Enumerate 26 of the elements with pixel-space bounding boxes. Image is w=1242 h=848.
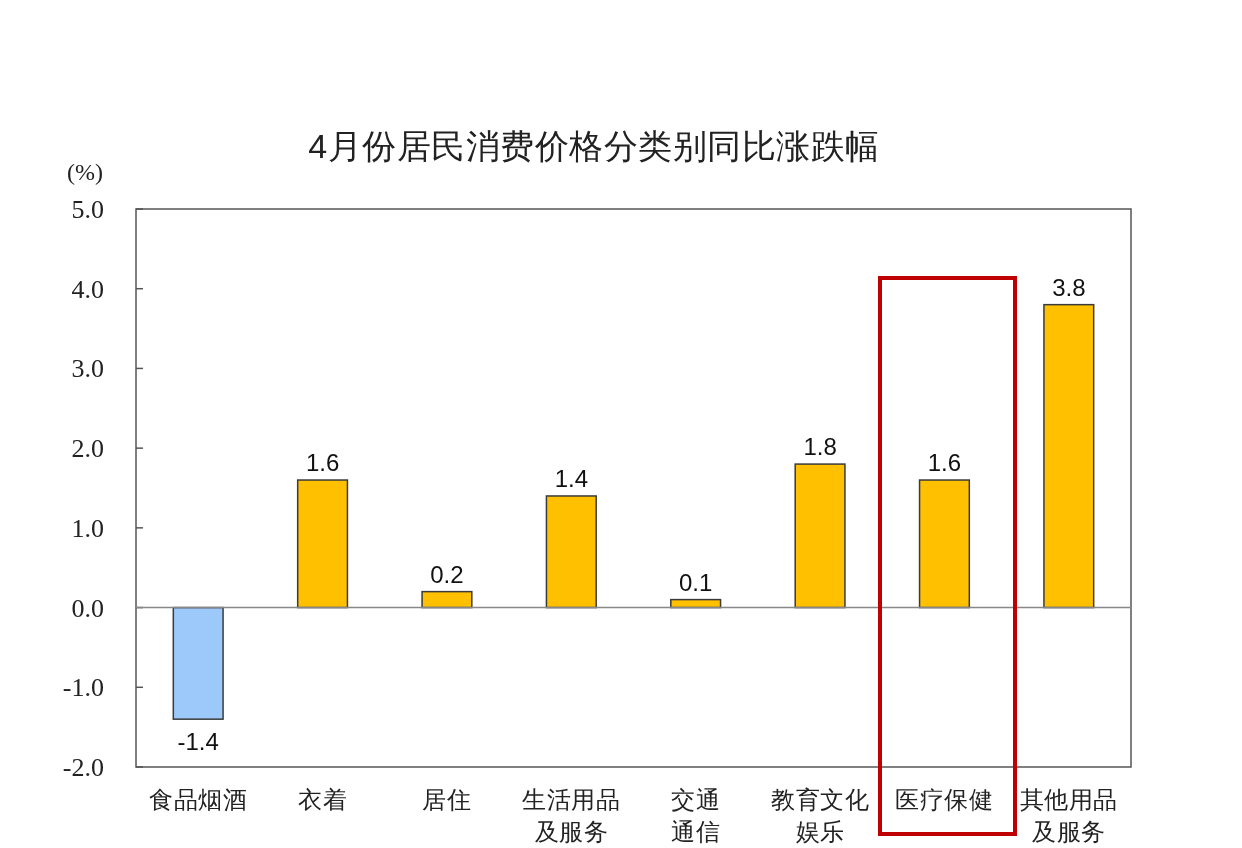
ytick-label: 5.0 <box>71 195 104 224</box>
data-label: -1.4 <box>177 728 219 756</box>
ytick-label: 2.0 <box>71 434 104 464</box>
xtick-label: 医疗保健 <box>895 786 994 813</box>
ylabel: (%) <box>67 159 103 185</box>
xtick-label: 食品烟酒 <box>149 786 248 813</box>
data-label: 3.8 <box>1052 273 1086 301</box>
xtick-label: 其他用品及服务 <box>1019 786 1118 845</box>
ytick-label: -1.0 <box>62 673 104 703</box>
title: 4月份居民消费价格分类别同比涨跌幅 <box>308 127 880 165</box>
ytick-label: 1.0 <box>71 513 104 543</box>
xtick-label: 教育文化娱乐 <box>771 786 870 845</box>
data-label: 0.2 <box>430 560 464 588</box>
xtick-label: 生活用品及服务 <box>522 786 621 845</box>
data-label: 0.1 <box>679 568 713 596</box>
data-label: 1.8 <box>803 433 837 461</box>
xtick-label: 居住 <box>422 786 472 813</box>
ytick-label: -2.0 <box>62 753 104 782</box>
ytick-label: 4.0 <box>71 274 104 304</box>
data-label: 1.6 <box>927 449 962 477</box>
xtick-label: 交通通信 <box>671 786 721 845</box>
ytick-label: 0.0 <box>71 593 104 623</box>
ytick-label: 3.0 <box>71 354 104 384</box>
data-label: 1.4 <box>554 464 588 492</box>
xtick-label: 衣着 <box>298 786 348 813</box>
data-label: 1.6 <box>305 449 340 477</box>
